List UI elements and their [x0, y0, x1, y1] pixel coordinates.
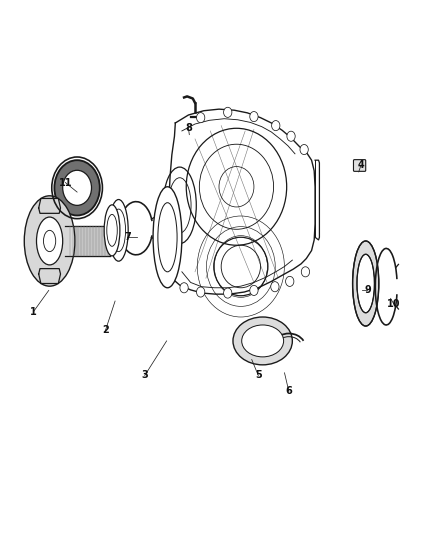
Ellipse shape [301, 266, 310, 277]
Ellipse shape [153, 187, 182, 288]
Ellipse shape [300, 144, 308, 155]
Text: 2: 2 [102, 325, 109, 335]
Ellipse shape [250, 111, 258, 122]
Ellipse shape [272, 120, 280, 131]
FancyBboxPatch shape [353, 160, 366, 171]
Ellipse shape [233, 317, 292, 365]
Text: 7: 7 [124, 232, 131, 243]
Ellipse shape [223, 288, 232, 298]
Text: 4: 4 [357, 160, 364, 171]
Ellipse shape [109, 199, 128, 261]
Ellipse shape [104, 205, 120, 256]
Ellipse shape [54, 160, 100, 215]
Text: 9: 9 [364, 286, 371, 295]
Text: 1: 1 [30, 306, 37, 317]
Ellipse shape [271, 281, 279, 292]
Ellipse shape [250, 285, 258, 295]
Ellipse shape [24, 196, 75, 286]
Ellipse shape [353, 241, 379, 326]
Text: 5: 5 [255, 370, 261, 381]
Ellipse shape [63, 170, 92, 205]
Text: 8: 8 [185, 123, 192, 133]
Ellipse shape [357, 254, 374, 313]
Ellipse shape [180, 282, 188, 293]
Ellipse shape [286, 276, 294, 286]
Ellipse shape [223, 107, 232, 117]
Text: 6: 6 [286, 386, 292, 397]
Ellipse shape [197, 112, 205, 123]
Text: 3: 3 [141, 370, 148, 381]
Ellipse shape [242, 325, 284, 357]
Ellipse shape [197, 287, 205, 297]
Ellipse shape [36, 217, 63, 265]
Ellipse shape [287, 131, 295, 141]
Text: 11: 11 [59, 177, 72, 188]
Text: 10: 10 [387, 298, 400, 309]
